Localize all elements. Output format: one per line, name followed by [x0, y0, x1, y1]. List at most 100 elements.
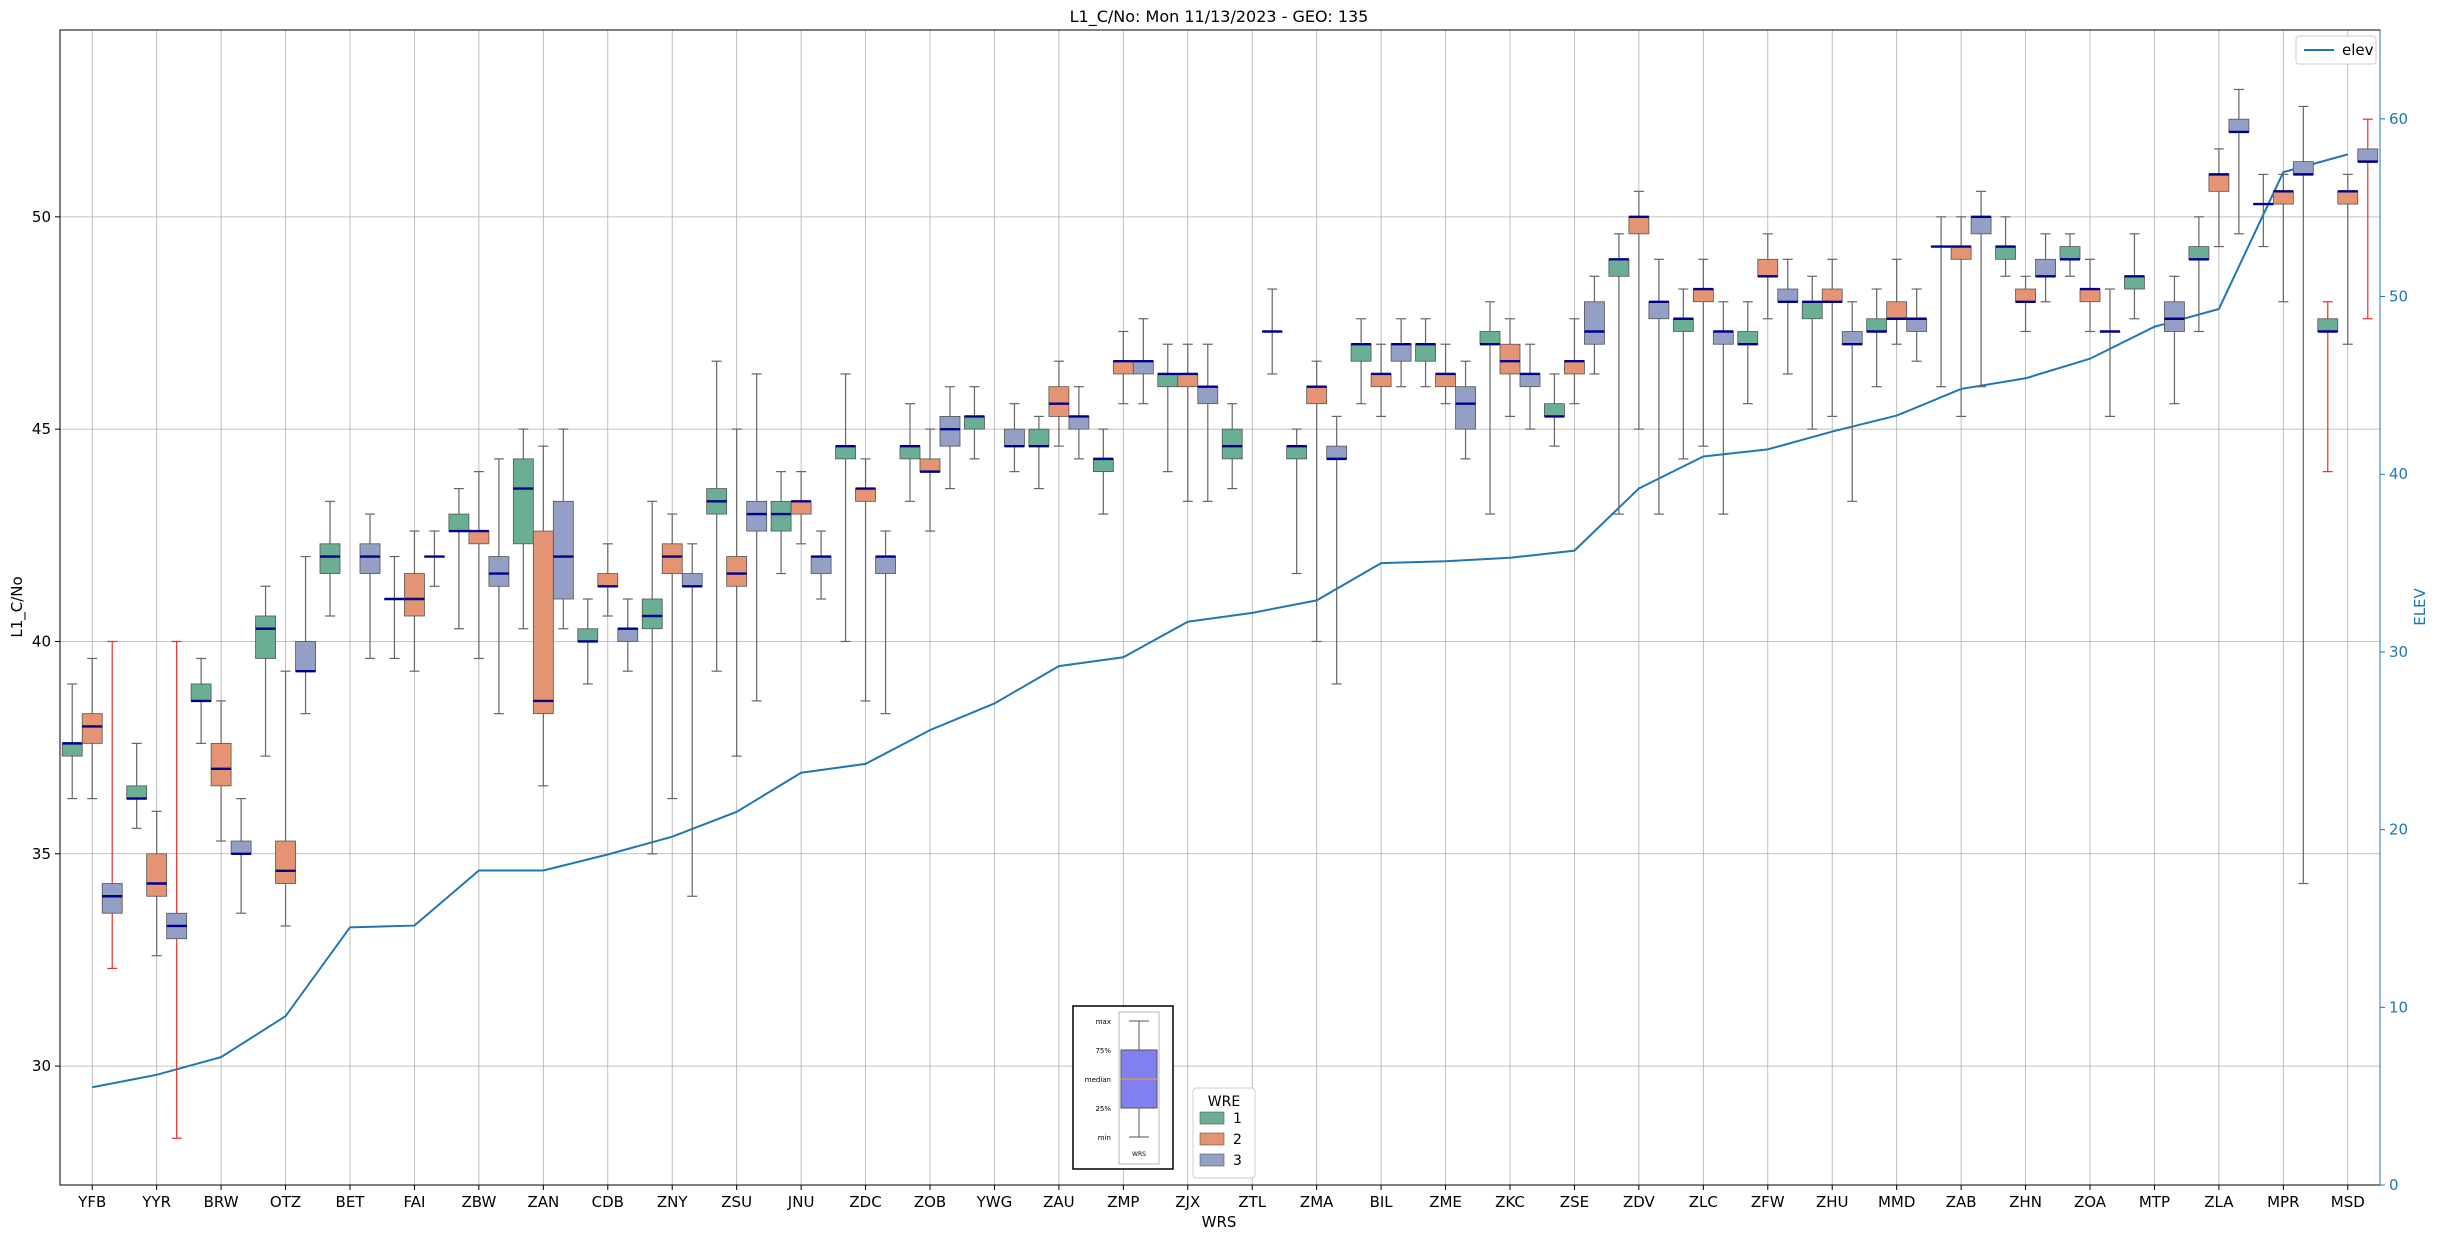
box-body	[1648, 301, 1670, 320]
x-tick-label: BIL	[1370, 1193, 1394, 1211]
box-body	[1390, 343, 1412, 362]
box-body	[1672, 318, 1694, 332]
inset-axes-box	[1118, 1011, 1160, 1165]
box-bet-wre3	[359, 513, 381, 660]
box-zbw-wre1	[448, 488, 470, 630]
box-body	[126, 785, 148, 799]
y-axis-label: L1_C/No	[8, 576, 27, 637]
box-body	[61, 742, 83, 757]
x-tick-label: ZAN	[527, 1193, 559, 1211]
box-cdb-wre2	[597, 543, 619, 617]
x-tick-label: ZOB	[914, 1193, 946, 1211]
box-zjx-wre2	[1177, 343, 1199, 502]
box-zhn-wre3	[2035, 233, 2056, 303]
box-zmp-wre1	[1092, 428, 1114, 515]
y2-tick-label: 30	[2389, 643, 2408, 661]
y2-tick-label: 60	[2389, 110, 2408, 128]
box-body	[1950, 246, 1972, 260]
box-body	[275, 840, 296, 884]
box-body	[577, 628, 599, 642]
box-zmp-wre2	[1112, 330, 1134, 405]
box-zme-wre2	[1435, 343, 1456, 405]
box-body	[319, 543, 341, 574]
box-cdb-wre1	[577, 598, 599, 685]
box-zob-wre1	[899, 403, 921, 502]
wre-legend-title: WRE	[1208, 1094, 1240, 1110]
box-zla-wre2	[2208, 148, 2230, 248]
y-tick-label: 30	[32, 1057, 51, 1075]
box-body	[1197, 386, 1219, 405]
box-body	[2228, 118, 2250, 133]
box-body	[532, 530, 554, 715]
box-zhu-wre2	[1821, 258, 1843, 418]
box-zma-wre3	[1326, 415, 1348, 685]
inset-label-max: max	[1096, 1018, 1111, 1026]
box-yyr-wre1	[126, 742, 148, 829]
box-zse-wre2	[1564, 318, 1585, 405]
boxplot-layer	[61, 88, 2379, 1139]
chart-title: L1_C/No: Mon 11/13/2023 - GEO: 135	[1070, 7, 1369, 27]
box-ywg-wre3	[1004, 403, 1025, 473]
box-body	[2079, 288, 2101, 303]
box-body	[1544, 403, 1565, 417]
box-yfb-wre2	[81, 657, 103, 800]
box-mpr-wre3	[2292, 105, 2314, 885]
box-msd-wre1	[2317, 301, 2339, 473]
x-tick-label: BET	[336, 1193, 366, 1211]
box-zau-wre2	[1048, 360, 1070, 447]
box-msd-wre2	[2337, 173, 2359, 345]
box-body	[1608, 258, 1630, 277]
elev-line-layer	[92, 153, 2349, 1089]
y2-tick-label: 0	[2389, 1176, 2399, 1194]
elev-legend-frame	[2295, 35, 2377, 65]
box-body	[1370, 373, 1392, 388]
box-body	[1692, 288, 1714, 303]
box-zoa-wre3	[2099, 288, 2121, 418]
inset-xlabel: WRS	[1132, 1151, 1146, 1158]
box-body	[1519, 373, 1541, 388]
box-zau-wre3	[1068, 386, 1090, 460]
box-body	[552, 500, 574, 600]
box-fai-wre1	[384, 555, 405, 660]
box-zjx-wre3	[1197, 343, 1219, 502]
box-body	[617, 628, 639, 642]
box-body	[512, 458, 534, 545]
box-body	[448, 513, 470, 532]
box-body	[1004, 428, 1025, 447]
box-zfw-wre2	[1757, 233, 1779, 320]
box-body	[1821, 288, 1843, 303]
box-zfw-wre1	[1737, 301, 1759, 405]
y-tick-label: 45	[32, 420, 51, 438]
box-zse-wre1	[1544, 373, 1565, 447]
box-body	[875, 556, 896, 574]
box-bil-wre1	[1350, 318, 1372, 405]
y-tick-label: 50	[32, 208, 51, 226]
box-zma-wre2	[1306, 360, 1328, 643]
box-body	[1737, 331, 1759, 345]
box-zla-wre1	[2188, 216, 2210, 333]
box-body	[1801, 301, 1823, 320]
box-zbw-wre2	[468, 471, 490, 660]
x-tick-label: FAI	[403, 1193, 425, 1211]
box-zma-wre1	[1286, 428, 1308, 575]
y-tick-label: 40	[32, 632, 51, 650]
box-brw-wre3	[230, 797, 252, 914]
wre-legend-label-1: 1	[1233, 1111, 1242, 1127]
box-body	[1564, 360, 1585, 375]
box-body	[2292, 161, 2314, 175]
box-body	[2164, 301, 2185, 332]
wre-legend-swatch-2	[1199, 1132, 1225, 1146]
x-tick-label: MMD	[1878, 1193, 1915, 1211]
box-body	[1435, 373, 1456, 388]
box-body	[726, 556, 748, 587]
x-tick-label: ZMA	[1300, 1193, 1334, 1211]
x-tick-label: ZFW	[1751, 1193, 1785, 1211]
y2-tick-label: 50	[2389, 288, 2408, 306]
box-ztl-wre3	[1261, 288, 1283, 375]
box-zoa-wre1	[2059, 233, 2081, 277]
box-body	[770, 500, 792, 532]
wre-legend-items: 1 2 3	[1199, 1111, 1242, 1169]
box-body	[255, 615, 276, 659]
box-zhu-wre1	[1801, 275, 1823, 430]
box-zbw-wre3	[488, 458, 510, 715]
